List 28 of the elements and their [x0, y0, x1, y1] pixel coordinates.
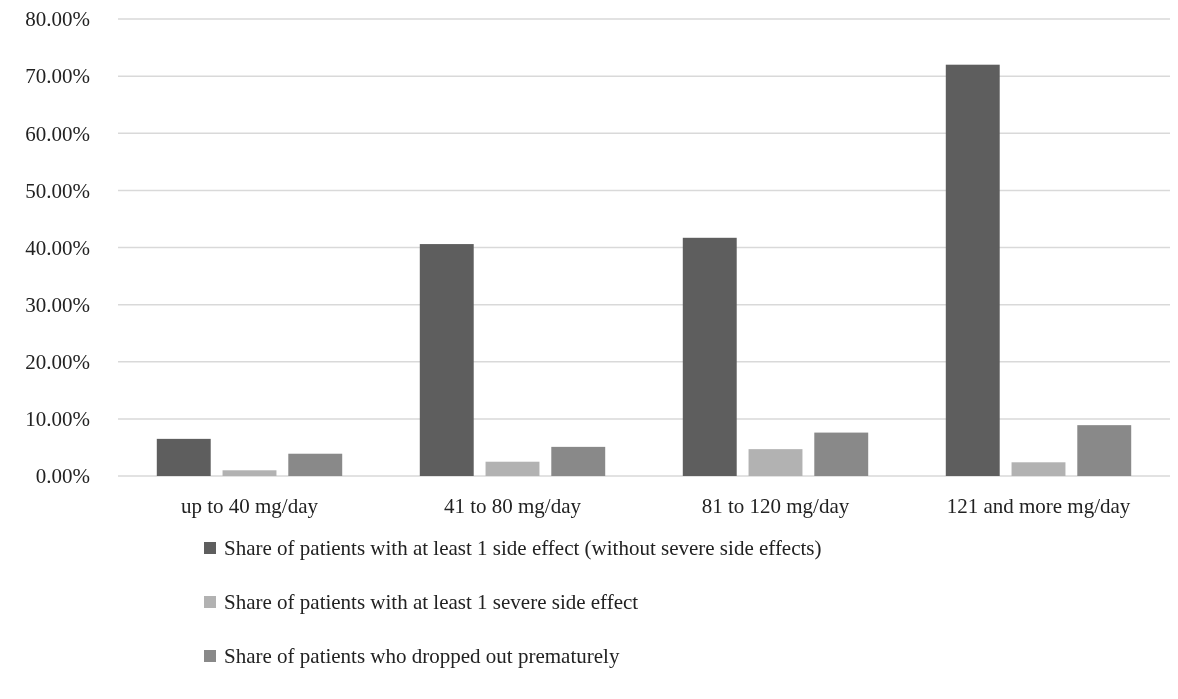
- y-tick-label: 30.00%: [25, 292, 90, 317]
- y-tick-label: 60.00%: [25, 121, 90, 146]
- x-tick-label: 41 to 80 mg/day: [443, 494, 582, 518]
- bar: [288, 453, 343, 476]
- bar: [682, 237, 737, 476]
- bar: [222, 470, 277, 476]
- y-tick-label: 70.00%: [25, 64, 90, 89]
- x-tick-label: 81 to 120 mg/day: [701, 494, 850, 518]
- legend-label: Share of patients with at least 1 side effect (without severe side effects): [224, 536, 822, 561]
- y-tick-label: 80.00%: [25, 7, 90, 32]
- y-tick-label: 50.00%: [25, 178, 90, 203]
- bar: [551, 446, 606, 476]
- x-tick-label: up to 40 mg/day: [180, 494, 319, 518]
- bar: [1011, 462, 1066, 476]
- y-tick-label: 10.00%: [25, 407, 90, 432]
- bar: [485, 461, 540, 476]
- bar: [1077, 425, 1132, 476]
- bar: [814, 432, 869, 476]
- legend-label: Share of patients with at least 1 severe side effect: [224, 590, 639, 615]
- bar: [419, 244, 474, 476]
- x-tick-label: 121 and more mg/day: [946, 494, 1131, 518]
- y-tick-label: 0.00%: [35, 464, 90, 489]
- bar: [156, 438, 211, 476]
- bar: [945, 64, 1000, 476]
- y-tick-label: 20.00%: [25, 350, 90, 375]
- legend-label: Share of patients who dropped out prematurely: [224, 644, 620, 669]
- bar: [748, 449, 803, 476]
- y-tick-label: 40.00%: [25, 235, 90, 260]
